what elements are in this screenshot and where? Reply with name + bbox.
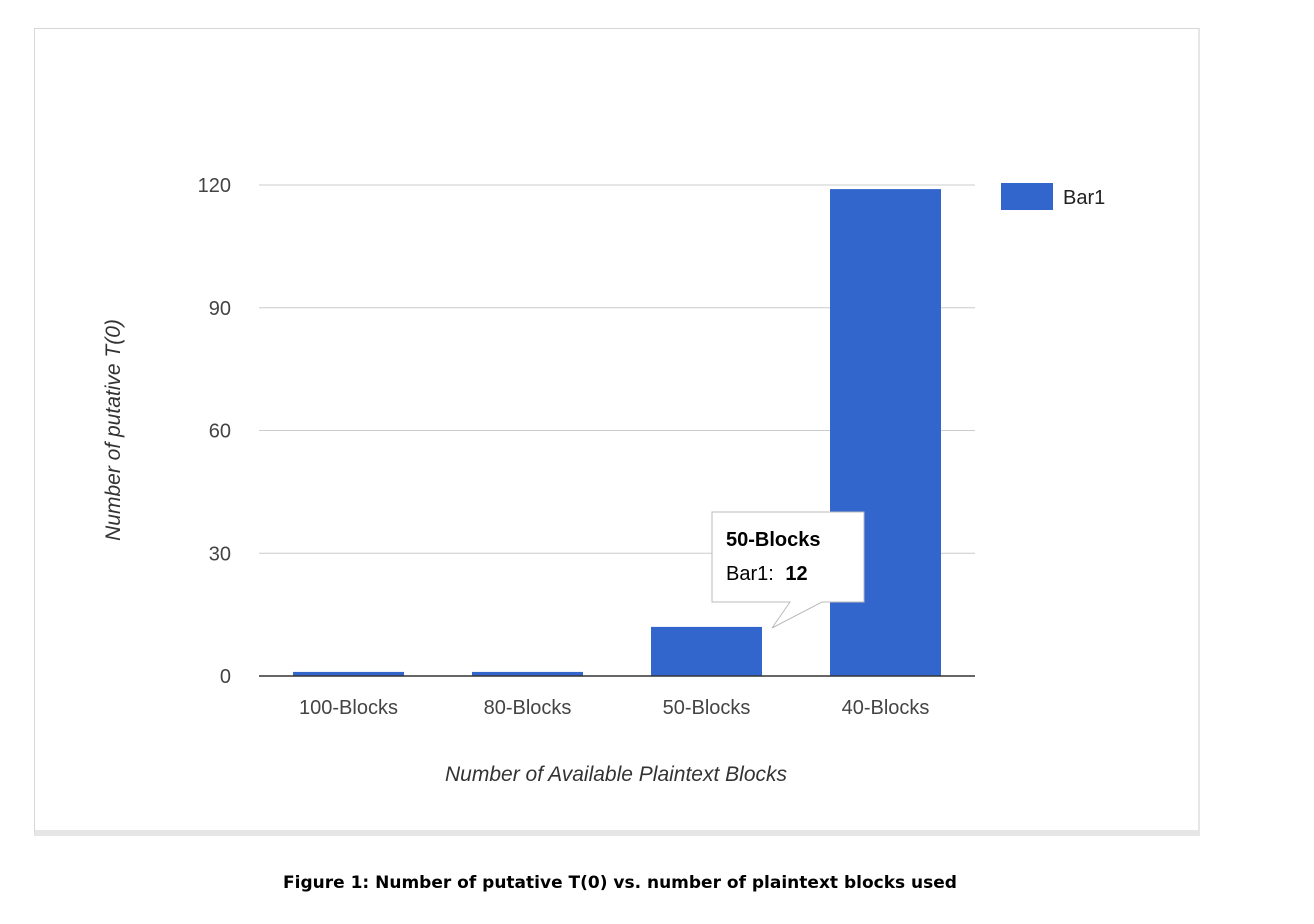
legend-swatch-bar1 <box>1001 183 1053 210</box>
legend-label-bar1: Bar1 <box>1063 187 1105 209</box>
y-tick-label: 120 <box>198 175 231 197</box>
x-tick-label: 100-Blocks <box>299 697 398 719</box>
tooltip-category: 50-Blocks <box>726 529 821 551</box>
x-axis-title: Number of Available Plaintext Blocks <box>445 763 787 786</box>
bar-40-blocks[interactable] <box>830 189 941 676</box>
y-axis-title: Number of putative T(0) <box>102 319 125 541</box>
y-tick-label: 0 <box>220 666 231 688</box>
y-tick-label: 90 <box>209 298 231 320</box>
y-tick-label: 60 <box>209 421 231 443</box>
y-axis-ticks: 0 30 60 90 120 <box>198 175 231 688</box>
bar-100-blocks[interactable] <box>293 671 404 676</box>
tooltip-series-label: Bar1: <box>726 563 774 585</box>
bar-50-blocks[interactable] <box>651 626 762 676</box>
tooltip: 50-Blocks Bar1: 12 <box>711 511 865 629</box>
tooltip-box <box>711 511 865 629</box>
chart-frame <box>34 28 1200 836</box>
tooltip-value: 12 <box>785 563 807 585</box>
bars <box>293 189 941 676</box>
x-axis-ticks: 100-Blocks 80-Blocks 50-Blocks 40-Blocks <box>299 697 929 719</box>
y-tick-label: 30 <box>209 543 231 565</box>
tooltip-value-line: Bar1: 12 <box>726 563 808 585</box>
x-tick-label: 50-Blocks <box>663 697 751 719</box>
figure-caption: Figure 1: Number of putative T(0) vs. nu… <box>283 873 957 893</box>
x-tick-label: 40-Blocks <box>842 697 930 719</box>
legend: Bar1 <box>1001 183 1105 210</box>
x-tick-label: 80-Blocks <box>484 697 572 719</box>
bar-80-blocks[interactable] <box>472 671 583 676</box>
